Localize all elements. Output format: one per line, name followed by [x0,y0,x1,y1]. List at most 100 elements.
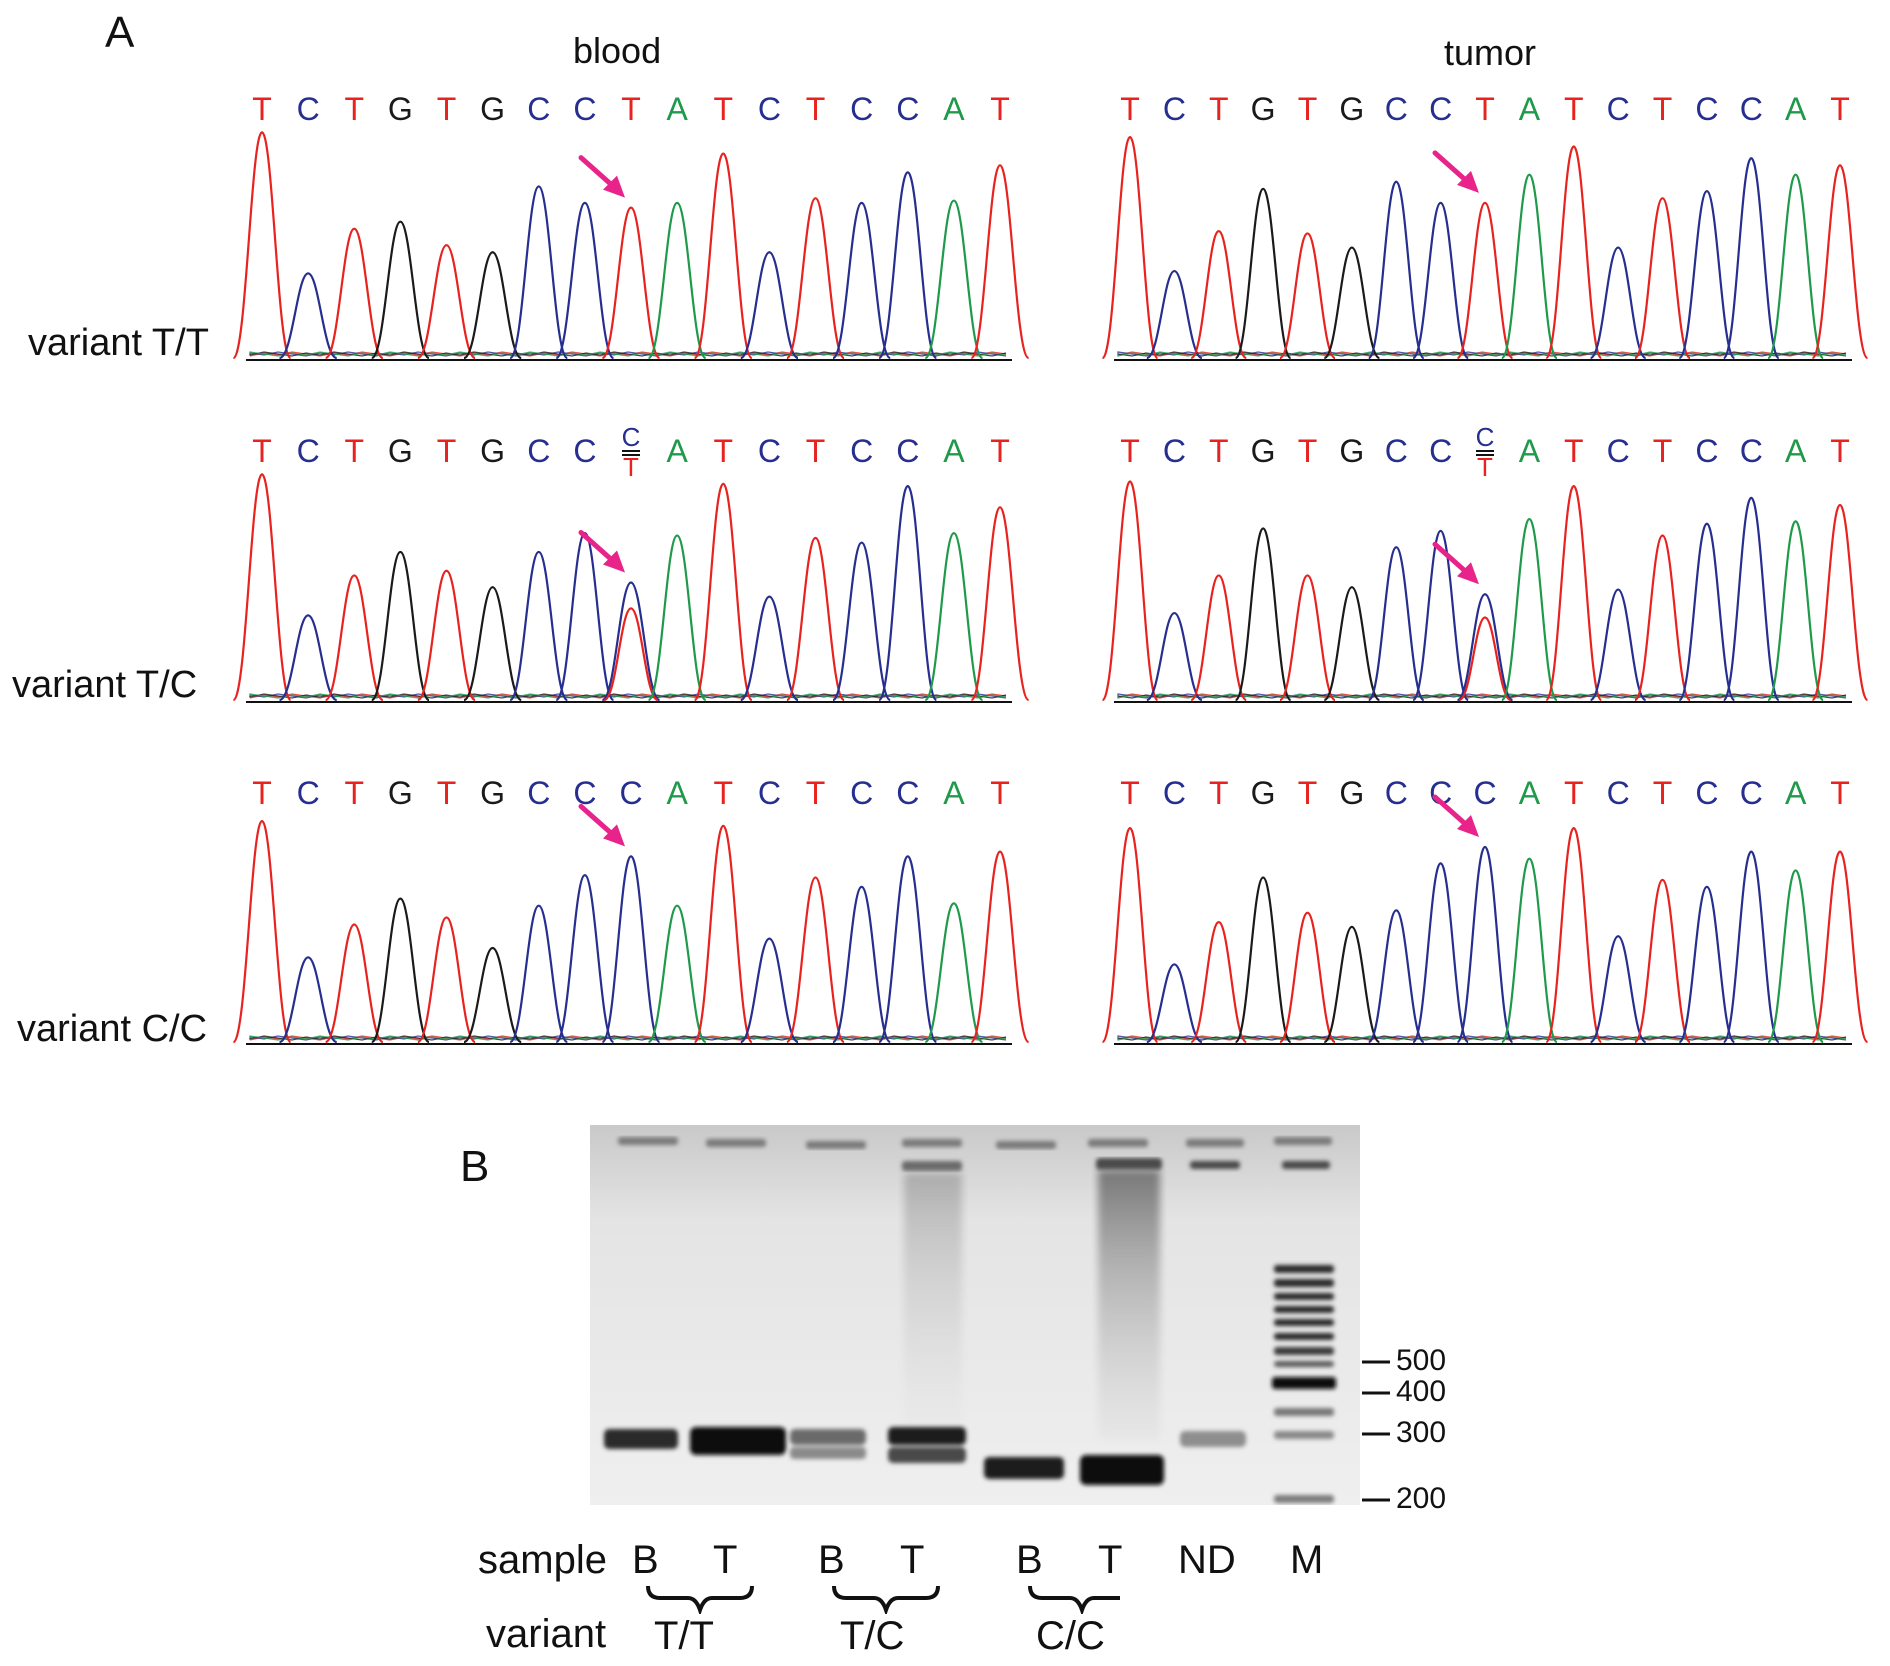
base-call-letter: C [758,433,781,469]
column-title-blood: blood [573,30,662,71]
base-call-letter: A [1519,433,1541,469]
base-call-letter: A [1785,775,1807,811]
base-call-letter: T [1477,452,1493,482]
base-call-letter: T [1209,433,1229,469]
chromatogram-peak [278,614,338,702]
base-call-letter: C [622,422,641,452]
chromatogram-peak [1412,201,1470,360]
base-call-letter: C [1740,775,1763,811]
base-call-letter: C [527,775,550,811]
base-call-letter: T [437,775,457,811]
chromatogram-noise [249,1035,1007,1041]
base-call-letter: A [943,433,965,469]
chromatogram-peak [1767,173,1825,360]
base-call-letter: C [850,91,873,127]
base-call-letter: C [1429,433,1452,469]
chromatogram-noise [249,351,1007,357]
chromatogram-peak [1190,921,1248,1044]
chromatogram-peak [463,251,522,360]
chromatogram-peak [1590,935,1647,1044]
chromatogram-peak [1412,529,1470,702]
base-call-letter: C [1607,775,1630,811]
chromatogram-peak [878,485,938,702]
base-call-letter: C [896,433,919,469]
base-call-letter: C [619,775,642,811]
chromatogram-noise [249,1035,1007,1041]
chromatogram-peak [1678,190,1736,360]
chromatogram-peak [1456,201,1514,360]
chromatogram-peak [1767,869,1825,1044]
chromatogram-peak [1412,862,1470,1044]
base-call-letter: T [1564,775,1584,811]
base-call-letter: C [1163,91,1186,127]
chromatogram-peak [1678,885,1736,1044]
chromatogram-peak [740,251,799,360]
variant-arrow-icon [1432,794,1479,837]
base-call-letter: A [943,91,965,127]
chromatogram-peak [1367,909,1425,1044]
chromatogram-peak [232,131,292,360]
base-call-letter: C [1385,775,1408,811]
chromatogram-peak [1190,229,1248,360]
panel-a-letter: A [105,8,135,57]
row-label-cc: variant C/C [17,1008,208,1050]
chromatogram-peak [1234,187,1292,360]
chromatogram-peak [924,199,984,360]
chromatogram-noise [1117,1035,1847,1041]
base-call-letter: T [1298,91,1318,127]
base-call-letter: T [1830,775,1850,811]
base-call-letter: G [1251,775,1276,811]
base-call-letter: C [1695,91,1718,127]
base-call-letter: A [666,91,688,127]
chromatogram-peak [785,876,846,1044]
base-call-letter: T [344,433,364,469]
base-call-letter: C [1429,775,1452,811]
variant-arrow-icon [578,803,625,847]
chromatogram-peak [555,532,615,702]
chromatogram-peak [601,855,661,1044]
variant-arrow-icon [1432,541,1479,585]
base-call-letter: T [437,433,457,469]
chromatogram-peak [1545,485,1603,702]
chromatogram-peak [1811,164,1869,360]
base-call-letter: A [1519,91,1541,127]
base-call-letter: G [1339,775,1364,811]
base-call-letter: C [1740,91,1763,127]
base-call-letter: T [806,433,826,469]
base-call-letter: G [480,433,505,469]
chromatogram-peak [278,956,338,1044]
variant-group-tc: T/C [840,1614,905,1658]
base-call-letter: G [1339,91,1364,127]
chromatogram-noise [249,693,1007,699]
chromatogram-peak [831,201,892,360]
chromatogram-peak [601,581,661,702]
chromatogram-peak [1101,480,1159,702]
chromatogram-peak [232,473,292,702]
base-call-letter: A [943,775,965,811]
base-call-letter: T [1830,91,1850,127]
marker-ticks [1362,1360,1390,1502]
base-call-letter: T [621,91,641,127]
chromatogram-peak [1633,534,1692,702]
chromatogram-peak [324,923,384,1044]
base-call-letter: G [1251,433,1276,469]
column-title-tumor: tumor [1444,32,1537,73]
row-label-tt: variant T/T [28,322,209,364]
chromatogram-peak [970,850,1030,1044]
chromatogram-noise [249,351,1007,357]
chromatogram-peak [1500,173,1558,360]
chromatogram-noise [249,693,1007,699]
base-call-letter: T [990,91,1010,127]
chromatogram-peak [1722,496,1780,702]
chromatogram-peak [647,201,707,360]
chromatogram-peak [785,197,846,360]
base-call-letter: T [252,91,272,127]
chromatogram-peak [740,595,799,702]
chromatogram-peak [509,550,569,702]
chromatogram-peak [1234,876,1292,1044]
chromatogram-peak [603,607,659,702]
chromatogram-peak [1767,520,1825,702]
chromatogram-peak [417,244,476,360]
base-call-letter: C [1695,433,1718,469]
gel-image [590,1125,1360,1505]
